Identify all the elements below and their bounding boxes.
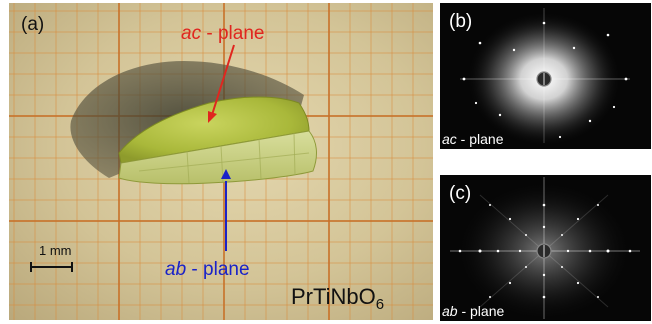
panel-b-label: (b) — [449, 11, 473, 32]
panel-b-caption-italic: ac — [442, 131, 457, 147]
ac-arrow — [211, 44, 235, 116]
crystal-ab-face — [118, 130, 317, 185]
crystal-scene — [30, 44, 317, 272]
formula-subscript: 6 — [375, 296, 385, 313]
crystal-ac-face — [118, 96, 310, 164]
scale-bar — [30, 262, 73, 272]
panel-a-label: (a) — [21, 14, 45, 35]
crystal-photo-panel: (a) ac - plane ab - plane 1 mm PrTiNbO6 — [9, 3, 433, 320]
diffraction-panel-ac: (b) ac - plane — [440, 3, 651, 149]
compound-formula: PrTiNbO6 — [291, 284, 385, 313]
ab-plane-italic: ab — [165, 259, 187, 280]
formula-main: PrTiNbO — [291, 284, 376, 309]
scale-bar-label: 1 mm — [39, 243, 72, 258]
panel-b-caption: ac - plane — [442, 131, 504, 147]
panel-b-caption-suffix: - plane — [456, 131, 504, 147]
panel-c-caption: ab - plane — [442, 303, 504, 319]
panel-c-caption-suffix: - plane — [457, 303, 505, 319]
ab-plane-label: ab - plane — [165, 260, 250, 279]
ac-plane-label: ac - plane — [181, 24, 264, 43]
ac-plane-italic: ac — [181, 23, 202, 44]
diffraction-panel-ab: (c) ab - plane — [440, 175, 651, 321]
laue-pattern-ab — [450, 177, 640, 321]
laue-pattern-ac — [460, 8, 630, 147]
ac-plane-suffix: - plane — [201, 23, 265, 44]
ab-plane-suffix: - plane — [186, 259, 250, 280]
panel-c-label: (c) — [449, 183, 472, 204]
panel-c-caption-italic: ab — [442, 303, 458, 319]
